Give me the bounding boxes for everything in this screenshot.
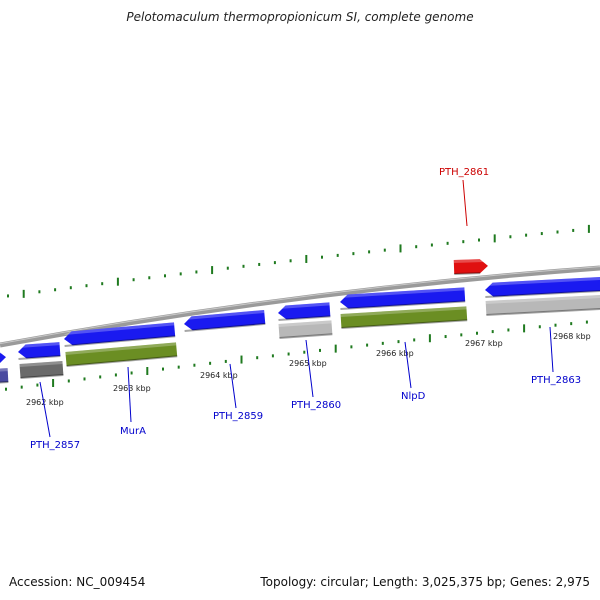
gene-arrow[interactable] xyxy=(183,309,266,332)
gene-arrow-selected-edge xyxy=(454,272,481,275)
scale-label: 2964 kbp xyxy=(200,371,238,380)
gene-arrow-selected[interactable] xyxy=(453,259,488,275)
gene-arrow-shape xyxy=(65,342,178,366)
gene-arrow[interactable] xyxy=(484,276,600,298)
gene-arrow[interactable] xyxy=(340,306,468,329)
gene-label[interactable]: NlpD xyxy=(401,391,426,402)
gene-arrow-edge xyxy=(20,373,64,379)
gene-arrow[interactable] xyxy=(277,302,331,321)
gene-label-leader xyxy=(462,179,468,227)
gene-arrow-shine xyxy=(340,306,467,318)
gene-arrow-shine xyxy=(339,287,465,299)
gene-arrow[interactable] xyxy=(63,322,176,347)
upper-tick-track xyxy=(7,224,590,298)
scale-label: 2967 kbp xyxy=(465,339,503,348)
gene-label[interactable]: PTH_2859 xyxy=(213,411,263,422)
gene-label[interactable]: PTH_2863 xyxy=(531,375,581,386)
gene-arrow-edge xyxy=(66,355,178,367)
gene-arrow-shine xyxy=(277,302,330,310)
gene-arrow-shine xyxy=(0,350,6,355)
scale-label: 2962 kbp xyxy=(26,398,64,407)
gene-arrow-shine xyxy=(63,322,175,336)
lower-tick-track xyxy=(5,320,588,391)
scale-label: 2968 kbp xyxy=(553,332,591,341)
gene-arrow[interactable] xyxy=(0,368,9,384)
gene-label-leader xyxy=(39,381,51,438)
gene-arrow-shape xyxy=(18,342,61,359)
gene-label-leader xyxy=(549,326,554,373)
gene-arrow[interactable] xyxy=(65,342,178,367)
scale-labels: 2962 kbp 2963 kbp 2964 kbp 2965 kbp 2966 kbp… xyxy=(26,332,591,407)
gene-arrow-shape xyxy=(340,287,466,309)
gene-label-leader xyxy=(404,341,412,389)
gene-arrow-shape xyxy=(340,306,468,328)
gene-label[interactable]: PTH_2860 xyxy=(291,400,341,411)
gene-arrow-shape xyxy=(0,368,9,383)
gene-label-leader xyxy=(229,363,237,409)
gene-arrow[interactable] xyxy=(278,320,333,339)
gene-arrow-shape xyxy=(184,309,266,331)
gene-labels: PTH_2857 MurA PTH_2859 PTH_2860 NlpD PTH_2861… xyxy=(30,167,581,451)
gene-label-leader xyxy=(305,339,314,398)
gene-arrow-shine xyxy=(65,342,177,356)
genome-backbone-highlight xyxy=(0,266,600,345)
gene-arrow-edge xyxy=(278,315,331,321)
gene-arrow-selected-shine xyxy=(453,259,488,264)
gene-arrow-selected-shape xyxy=(453,259,488,274)
scale-label: 2963 kbp xyxy=(113,384,151,393)
gene-arrow[interactable] xyxy=(339,287,466,310)
gene-arrow[interactable] xyxy=(0,350,6,365)
gene-arrow-shape xyxy=(64,322,176,346)
gene-arrow-shape xyxy=(278,320,333,338)
gene-arrow-shape xyxy=(278,302,331,320)
accession-text: Accession: NC_009454 xyxy=(9,575,146,589)
gene-label[interactable]: MurA xyxy=(120,426,146,437)
gene-arrow-shine xyxy=(0,368,8,373)
scale-label: 2965 kbp xyxy=(289,359,327,368)
gene-arrow-edge xyxy=(341,319,468,329)
gene-arrow-shine xyxy=(183,309,265,321)
gene-arrow-shape xyxy=(19,361,64,378)
gene-arrow-edge xyxy=(64,335,176,347)
gene-arrow-edge xyxy=(0,381,9,384)
gene-arrow-shine xyxy=(19,361,63,368)
gene-arrow-edge xyxy=(18,355,61,360)
gene-arrow-edge xyxy=(279,333,333,339)
gene-arrow-shine xyxy=(17,342,60,349)
gene-arrow[interactable] xyxy=(19,361,64,379)
gene-arrow-edge xyxy=(486,307,600,316)
gene-arrow[interactable] xyxy=(485,294,600,316)
gene-arrow-shine xyxy=(484,276,600,287)
gene-arrow-shape xyxy=(485,276,600,297)
gene-arrow[interactable] xyxy=(17,342,61,360)
gene-label-leader xyxy=(127,366,132,423)
gene-label-selected[interactable]: PTH_2861 xyxy=(439,167,489,178)
genome-summary-text: Topology: circular; Length: 3,025,375 bp… xyxy=(260,575,590,589)
gene-label[interactable]: PTH_2857 xyxy=(30,440,80,451)
gene-arrow-edge xyxy=(485,289,600,298)
gene-arrow-shine xyxy=(485,294,600,305)
genome-title: Pelotomaculum thermopropionicum SI, comp… xyxy=(126,10,474,24)
gene-arrow-shape xyxy=(485,294,600,315)
gene-features xyxy=(0,259,600,384)
gene-arrow-edge xyxy=(340,300,466,310)
scale-label: 2966 kbp xyxy=(376,349,414,358)
gene-arrow-edge xyxy=(184,322,266,332)
gene-arrow-shine xyxy=(278,320,332,328)
gene-arrow-shape xyxy=(0,350,6,365)
